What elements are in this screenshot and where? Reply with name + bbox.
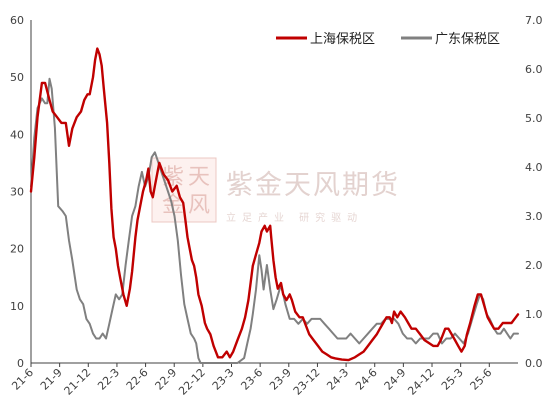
x-tick-label: 23-12 [291, 366, 323, 398]
y-right-tick-label: 4.0 [525, 161, 543, 174]
x-tick-label: 25-6 [468, 366, 495, 393]
y-right-tick-label: 5.0 [525, 112, 543, 125]
y-left-tick-label: 10 [10, 300, 24, 313]
x-tick-label: 22-6 [124, 366, 151, 393]
y-right-tick-label: 2.0 [525, 259, 543, 272]
watermark-logo-glyph-2: 天 [188, 165, 210, 190]
y-right-tick-label: 7.0 [525, 14, 543, 27]
x-tick-label: 24-12 [405, 366, 437, 398]
x-tick-label: 21-12 [62, 366, 94, 398]
y-left-tick-labels: 0 10 20 30 40 50 60 [10, 14, 24, 370]
series-line-guangdong [30, 77, 519, 364]
x-tick-label: 22-12 [176, 366, 208, 398]
legend-label-guangdong: 广东保税区 [435, 32, 500, 47]
x-tick-label: 23-6 [238, 366, 265, 393]
series-line-shanghai [29, 47, 520, 362]
x-tick-label: 21-6 [9, 366, 36, 393]
watermark-logo-glyph-4: 风 [188, 193, 210, 218]
legend: 上海保税区 广东保税区 [276, 32, 500, 47]
legend-label-shanghai: 上海保税区 [310, 32, 375, 47]
y-left-tick-label: 60 [10, 14, 24, 27]
y-right-tick-label: 3.0 [525, 210, 543, 223]
y-right-tick-label: 1.0 [525, 308, 543, 321]
y-left-tick-label: 40 [10, 128, 24, 141]
y-right-tick-label: 6.0 [525, 63, 543, 76]
x-tick-label: 22-3 [95, 366, 122, 393]
watermark-logo-glyph-1: 紫 [162, 165, 184, 190]
series-layer [29, 47, 520, 364]
watermark-main-text: 紫金天风期货 [226, 170, 400, 201]
y-left-tick-label: 0 [17, 357, 24, 370]
y-right-tick-labels: 0.0 1.0 2.0 3.0 4.0 5.0 6.0 7.0 [525, 14, 543, 370]
x-tick-label: 23-3 [210, 366, 237, 393]
y-left-tick-label: 30 [10, 186, 24, 199]
x-tick-label: 25-3 [439, 366, 466, 393]
x-tick-label: 24-6 [353, 366, 380, 393]
y-right-tick-label: 0.0 [525, 357, 543, 370]
watermark: 紫 天 金 风 紫金天风期货 立足产业 研究驱动 [151, 157, 400, 224]
y-left-tick-label: 50 [10, 71, 24, 84]
x-tick-label: 24-3 [324, 366, 351, 393]
x-tick-labels: 21-6 21-921-12 22-3 22-6 22-922-12 23-3 23-6 23… [9, 363, 494, 398]
y-left-tick-label: 20 [10, 243, 24, 256]
watermark-sub-text: 立足产业 研究驱动 [226, 211, 363, 224]
